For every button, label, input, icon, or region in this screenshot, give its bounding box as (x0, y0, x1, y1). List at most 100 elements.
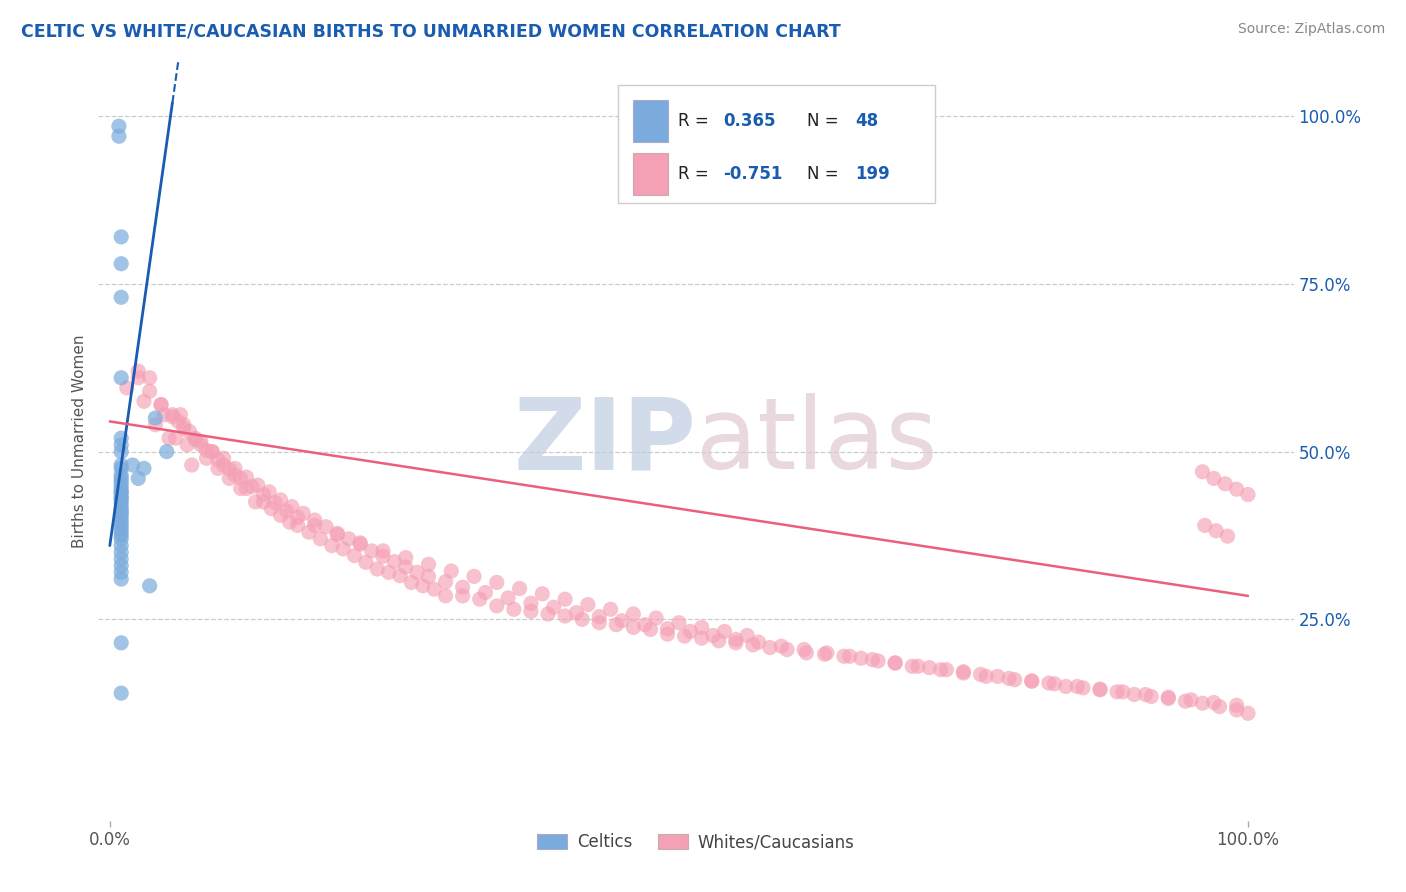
Point (190, 434, 212, 449)
Point (520, 596, 543, 610)
Point (218, 471, 240, 485)
FancyBboxPatch shape (633, 153, 668, 195)
Point (496, 591, 519, 605)
Text: Source: ZipAtlas.com: Source: ZipAtlas.com (1237, 22, 1385, 37)
Point (287, 518, 309, 533)
Point (110, 478, 132, 492)
Point (326, 528, 349, 542)
Point (108, 119, 131, 133)
Point (132, 394, 155, 409)
Point (621, 607, 644, 621)
Point (1157, 691, 1180, 706)
Point (190, 438, 212, 452)
Point (246, 478, 269, 492)
Point (434, 574, 457, 589)
Point (235, 470, 257, 484)
Text: N =: N = (807, 112, 839, 130)
Point (588, 615, 610, 630)
Point (184, 433, 207, 447)
Point (245, 495, 267, 509)
Point (157, 431, 180, 445)
Point (1180, 693, 1202, 707)
Point (110, 522, 132, 536)
Point (423, 582, 446, 596)
Point (110, 558, 132, 573)
Point (434, 589, 457, 603)
Point (304, 513, 326, 527)
Point (1174, 694, 1197, 708)
Point (724, 636, 747, 650)
Point (110, 545, 132, 559)
Point (502, 602, 524, 616)
Point (1054, 680, 1077, 694)
Point (110, 468, 132, 483)
Point (1226, 698, 1249, 713)
Point (138, 579, 160, 593)
FancyBboxPatch shape (619, 85, 935, 202)
Point (207, 461, 229, 475)
Point (337, 532, 360, 546)
Point (138, 371, 160, 385)
Point (1088, 682, 1111, 697)
Point (1112, 685, 1135, 699)
Point (759, 640, 782, 655)
Point (235, 482, 257, 496)
Text: 199: 199 (855, 165, 890, 183)
Point (127, 364, 149, 378)
Point (110, 495, 132, 509)
Point (537, 607, 560, 621)
Text: 0.365: 0.365 (724, 112, 776, 130)
Point (1157, 690, 1180, 705)
Point (343, 549, 366, 563)
Point (212, 451, 235, 466)
Point (169, 408, 191, 422)
Point (195, 451, 218, 466)
Point (1237, 706, 1260, 721)
Point (634, 617, 657, 632)
Point (1202, 696, 1225, 710)
Point (110, 572, 132, 586)
Point (741, 638, 763, 652)
Point (257, 484, 280, 499)
Point (110, 552, 132, 566)
Point (360, 544, 382, 558)
Point (668, 615, 690, 630)
Point (165, 431, 187, 445)
Point (110, 566, 132, 580)
Point (176, 438, 198, 452)
Point (315, 520, 337, 534)
Point (110, 501, 132, 516)
Point (1216, 529, 1239, 543)
Point (207, 452, 229, 467)
Point (326, 526, 349, 541)
Point (110, 498, 132, 512)
Point (110, 508, 132, 523)
Point (110, 532, 132, 546)
Point (110, 512, 132, 526)
Point (138, 384, 160, 399)
Point (531, 587, 554, 601)
Point (110, 461, 132, 475)
Point (173, 421, 195, 435)
Point (1043, 677, 1066, 691)
Point (868, 654, 890, 668)
Point (143, 417, 166, 432)
Point (998, 672, 1021, 686)
Point (468, 592, 491, 607)
Point (270, 492, 292, 507)
Point (110, 475, 132, 489)
Point (110, 484, 132, 499)
Point (418, 569, 440, 583)
Point (884, 656, 907, 670)
Point (382, 555, 405, 569)
Point (263, 495, 285, 509)
Point (218, 462, 240, 476)
Point (451, 580, 474, 594)
Point (270, 508, 292, 523)
Point (838, 649, 860, 664)
Point (815, 646, 838, 660)
Point (252, 487, 274, 501)
Point (110, 505, 132, 519)
Point (309, 532, 332, 546)
Point (143, 411, 166, 425)
